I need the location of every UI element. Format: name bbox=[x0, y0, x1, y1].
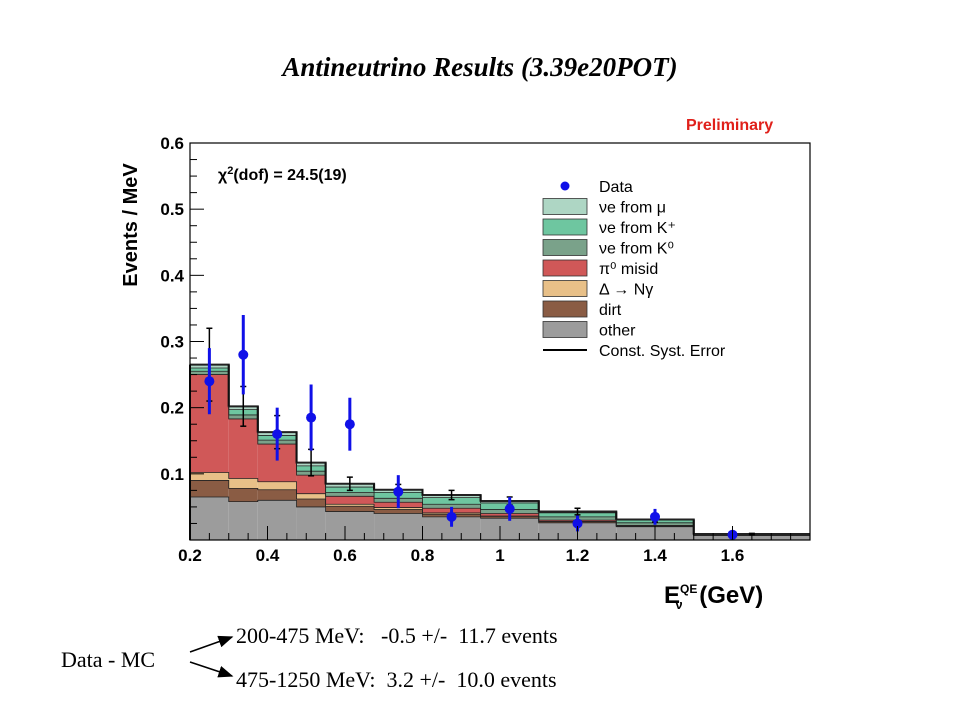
legend: Data νe from μ νe from K⁺ νe from K⁰ π⁰ misi… bbox=[542, 179, 726, 360]
legend-label-2: νe from K⁺ bbox=[599, 220, 676, 237]
x-tick-label-5: 1.2 bbox=[566, 546, 590, 565]
bar-1-3 bbox=[296, 498, 326, 507]
bar-0-7 bbox=[480, 518, 539, 540]
legend-label-5: Δ → Nγ bbox=[599, 282, 653, 299]
bar-0-0 bbox=[190, 496, 229, 540]
legend-label-3: νe from K⁰ bbox=[599, 241, 674, 258]
bar-0-4 bbox=[325, 511, 375, 540]
x-tick-label-0: 0.2 bbox=[178, 546, 202, 565]
bar-1-5 bbox=[374, 509, 423, 514]
legend-label-7: other bbox=[599, 323, 636, 340]
bar-5-6 bbox=[422, 497, 481, 505]
slide-title: Antineutrino Results (3.39e20POT) bbox=[282, 52, 678, 82]
data-point-6 bbox=[446, 511, 457, 522]
bar-3-3 bbox=[296, 475, 326, 494]
bar-1-1 bbox=[228, 488, 258, 502]
bar-1-0 bbox=[190, 480, 229, 497]
x-tick-label-1: 0.4 bbox=[256, 546, 280, 565]
bar-0-5 bbox=[374, 513, 423, 540]
legend-swatch-3 bbox=[542, 239, 588, 256]
y-tick-label-4: 0.5 bbox=[160, 200, 184, 219]
legend-swatch-4 bbox=[542, 259, 588, 277]
bar-0-6 bbox=[422, 516, 481, 540]
legend-swatch-5 bbox=[542, 280, 588, 297]
x-tick-label-3: 0.8 bbox=[411, 546, 435, 565]
x-tick-label-4: 1 bbox=[495, 546, 504, 565]
range-low-result: 200-475 MeV: -0.5 +/- 11.7 events bbox=[236, 623, 558, 648]
x-axis-label: EQE ν (GeV) bbox=[664, 582, 763, 612]
y-tick-label-0: 0.1 bbox=[160, 465, 184, 484]
bar-2-5 bbox=[374, 507, 423, 510]
legend-label-4: π⁰ misid bbox=[599, 261, 658, 278]
axes: 0.2 0.4 0.6 0.8 1 1.2 1.4 1.6 0.1 0.2 0.3 0.4 0.5 0.6 bbox=[160, 134, 811, 565]
bar-4-4 bbox=[325, 492, 375, 497]
y-tick-label-1: 0.2 bbox=[160, 399, 184, 418]
bar-2-3 bbox=[296, 493, 326, 499]
legend-label-0: Data bbox=[599, 179, 633, 196]
bar-0-1 bbox=[228, 501, 258, 540]
legend-marker-0 bbox=[560, 181, 570, 191]
legend-label-8: Const. Syst. Error bbox=[599, 343, 726, 360]
data-point-8 bbox=[572, 518, 583, 529]
data-points bbox=[204, 315, 738, 540]
legend-label-6: dirt bbox=[599, 302, 622, 319]
data-point-7 bbox=[504, 503, 515, 514]
range-high-result: 475-1250 MeV: 3.2 +/- 10.0 events bbox=[236, 667, 557, 692]
data-point-4 bbox=[344, 419, 355, 430]
legend-label-1: νe from μ bbox=[599, 200, 666, 217]
bar-4-6 bbox=[422, 504, 481, 509]
bar-0-3 bbox=[296, 506, 326, 540]
bar-0-2 bbox=[257, 500, 297, 540]
bar-2-0 bbox=[190, 472, 229, 481]
legend-swatch-6 bbox=[542, 300, 588, 318]
x-tick-label-6: 1.4 bbox=[643, 546, 667, 565]
bar-2-1 bbox=[228, 478, 258, 489]
data-point-3 bbox=[306, 412, 317, 423]
y-tick-label-3: 0.4 bbox=[160, 266, 184, 285]
bar-1-2 bbox=[257, 489, 297, 501]
bar-1-4 bbox=[325, 506, 375, 512]
data-point-0 bbox=[204, 376, 215, 387]
bar-2-4 bbox=[325, 504, 375, 507]
bar-3-1 bbox=[228, 418, 258, 479]
legend-swatch-7 bbox=[542, 321, 588, 338]
y-axis-label: Events / MeV bbox=[120, 163, 142, 287]
y-tick-label-2: 0.3 bbox=[160, 333, 184, 352]
x-tick-label-2: 0.6 bbox=[333, 546, 357, 565]
y-tick-label-5: 0.6 bbox=[160, 134, 184, 153]
data-point-5 bbox=[393, 486, 404, 497]
bar-3-4 bbox=[325, 496, 375, 505]
x-tick-label-7: 1.6 bbox=[721, 546, 745, 565]
bar-2-2 bbox=[257, 481, 297, 490]
legend-swatch-1 bbox=[542, 198, 588, 215]
data-mc-label: Data - MC bbox=[61, 647, 156, 672]
legend-swatch-2 bbox=[542, 218, 588, 236]
preliminary-label: Preliminary bbox=[686, 117, 774, 134]
data-point-9 bbox=[650, 511, 660, 522]
data-point-1 bbox=[238, 349, 249, 360]
data-point-2 bbox=[272, 429, 283, 440]
chi2-annotation: χ2(dof) = 24.5(19) bbox=[218, 165, 347, 184]
